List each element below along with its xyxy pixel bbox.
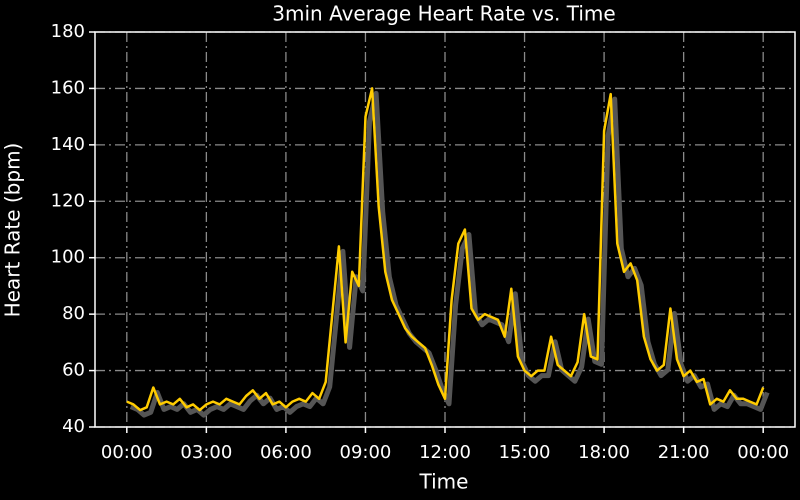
- y-axis-label: Heart Rate (bpm): [1, 143, 25, 318]
- x-tick-label: 09:00: [340, 442, 392, 463]
- y-tick-label: 80: [62, 303, 85, 324]
- y-tick-label: 40: [62, 416, 85, 437]
- y-tick-label: 120: [51, 190, 85, 211]
- x-tick-label: 15:00: [499, 442, 551, 463]
- x-axis-label: Time: [419, 470, 469, 494]
- line: [126, 87, 765, 412]
- y-tick-label: 140: [51, 134, 85, 155]
- chart-title: 3min Average Heart Rate vs. Time: [272, 2, 615, 26]
- x-tick-label: 03:00: [180, 442, 232, 463]
- x-tick-label: 18:00: [578, 442, 630, 463]
- y-tick-label: 160: [51, 77, 85, 98]
- x-tick-label: 21:00: [658, 442, 710, 463]
- line-shadow: [129, 90, 770, 418]
- x-tick-label: 00:00: [101, 442, 153, 463]
- x-tick-label: 06:00: [260, 442, 312, 463]
- y-tick-label: 100: [51, 247, 85, 268]
- plot-frame: [94, 31, 796, 428]
- y-tick-label: 180: [51, 21, 85, 42]
- y-tick-label: 60: [62, 360, 85, 381]
- x-tick-label: 00:00: [737, 442, 789, 463]
- x-tick-label: 12:00: [419, 442, 471, 463]
